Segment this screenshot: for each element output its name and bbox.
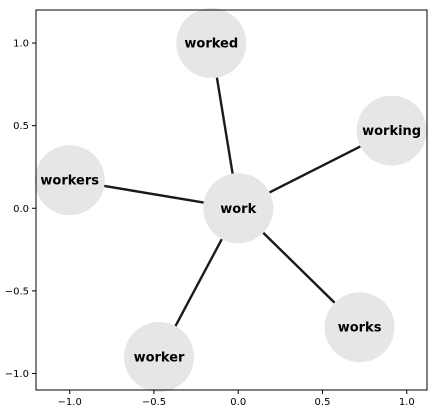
edge-work-works [262, 231, 336, 304]
node-circle-worker [124, 321, 195, 392]
node-label-worked: worked [184, 37, 238, 52]
node-label-works: works [338, 321, 382, 336]
x-tick-label: −0.5 [142, 397, 166, 408]
edge-work-workers [104, 184, 204, 204]
node-circle-worked [176, 8, 247, 79]
x-tick-label: 0.0 [230, 397, 246, 408]
edge-work-worked [215, 77, 234, 174]
node-layer: work worked working workers works worker [34, 8, 427, 392]
node-works: works [324, 292, 395, 363]
plot-frame [35, 9, 428, 391]
node-circle-workers [34, 145, 105, 216]
x-tick-label: −1.0 [58, 397, 82, 408]
y-axis: 1.0 0.5 0.0 −0.5 −1.0 [5, 39, 36, 380]
node-worked: worked [176, 8, 247, 79]
node-label-workers: workers [40, 174, 99, 189]
node-label-working: working [362, 124, 421, 139]
y-tick-label: 0.5 [13, 121, 29, 132]
y-tick-label: −0.5 [5, 286, 29, 297]
x-axis: −1.0 −0.5 0.0 0.5 1.0 [58, 390, 415, 408]
edge-work-worker [174, 238, 223, 327]
x-tick-label: 1.0 [399, 397, 415, 408]
edge-layer [104, 77, 361, 327]
y-tick-label: 0.0 [13, 204, 29, 215]
y-tick-label: 1.0 [13, 39, 29, 50]
y-tick-label: −1.0 [5, 369, 29, 380]
node-working: working [356, 95, 427, 166]
node-circle-works [324, 292, 395, 363]
node-circle-work [203, 173, 274, 244]
node-worker: worker [124, 321, 195, 392]
node-label-worker: worker [134, 350, 185, 365]
x-tick-label: 0.5 [315, 397, 331, 408]
node-label-work: work [220, 202, 256, 217]
node-work: work [203, 173, 274, 244]
edge-work-working [268, 145, 361, 194]
node-circle-working [356, 95, 427, 166]
node-workers: workers [34, 145, 105, 216]
